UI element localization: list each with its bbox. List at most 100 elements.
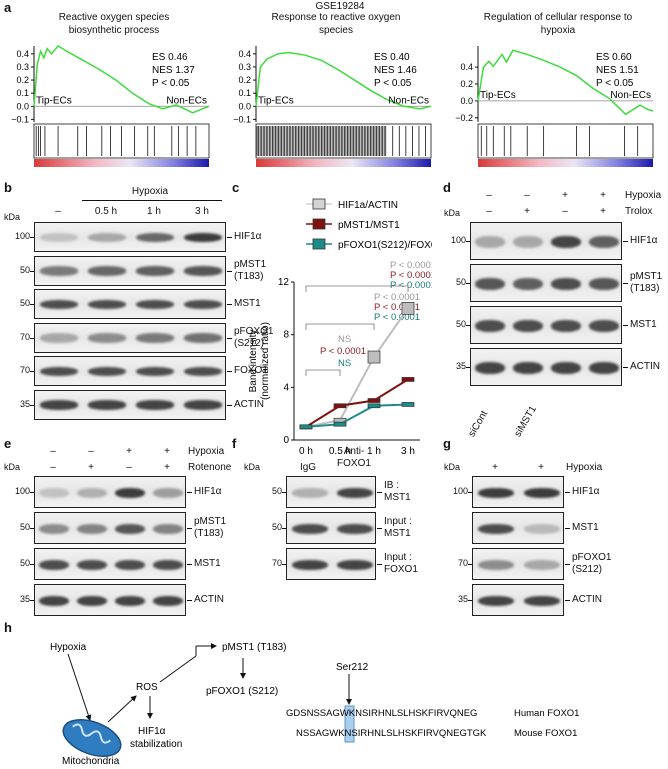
blot-band xyxy=(76,595,108,606)
p-value: P < 0.05 xyxy=(152,78,190,89)
gsea-ytick: 0.1 xyxy=(238,88,251,98)
blot-strip xyxy=(472,548,564,580)
blot-band xyxy=(87,333,127,343)
gsea-title: Response to reactive oxygen xyxy=(271,12,401,23)
protein-label: HIF1α xyxy=(630,235,658,246)
blot-band xyxy=(183,266,223,276)
data-point xyxy=(333,403,347,409)
blot-band xyxy=(87,266,127,276)
legend-item: pMST1/MST1 xyxy=(338,220,400,231)
gsea-ytick: 0.2 xyxy=(238,75,251,85)
cond-label: Rotenone xyxy=(188,462,232,473)
blot-strip xyxy=(470,222,622,260)
mw-tick xyxy=(30,528,34,529)
protein-label: pFOXO1 xyxy=(234,325,274,337)
gsea-ytick: 0.0 xyxy=(460,96,473,106)
hif-text-2: stabilization xyxy=(130,739,182,750)
legend-item: HIF1a/ACTIN xyxy=(338,200,398,211)
data-point xyxy=(367,398,381,403)
gsea-ytick: 0.3 xyxy=(16,62,29,72)
protein-label: pMST1 xyxy=(194,516,227,527)
blot-band xyxy=(523,595,561,606)
protein-tick xyxy=(187,564,192,565)
blot-band xyxy=(87,299,127,310)
mw-tick xyxy=(282,564,286,565)
blot-strip xyxy=(286,476,376,508)
blot-band xyxy=(135,232,175,243)
mw-marker: 50 xyxy=(19,264,30,275)
mw-tick xyxy=(468,600,472,601)
mw-marker: 50 xyxy=(455,277,466,287)
cond-label: Hypoxia xyxy=(625,190,662,201)
cond-sign: + xyxy=(164,462,170,473)
y-axis-label: (normalized ratio) xyxy=(260,322,271,400)
protein-label: HIF1α xyxy=(234,231,262,242)
mw-tick xyxy=(466,367,470,368)
blot-band xyxy=(114,487,146,498)
mw-tick xyxy=(466,241,470,242)
nes-value: NES 1.37 xyxy=(152,65,195,76)
col-label: Anti- xyxy=(343,446,365,457)
protein-label: MST1 xyxy=(630,319,657,330)
cond-sign: + xyxy=(600,206,606,217)
gsea-title: hypoxia xyxy=(540,25,576,36)
gsea-left-label: Tip-ECs xyxy=(480,90,516,101)
kda-label: kDa xyxy=(4,212,21,222)
protein-tick xyxy=(377,528,382,529)
mw-marker: 100 xyxy=(14,486,30,496)
pfoxo1-text: pFOXO1 (S212) xyxy=(206,686,278,697)
gsea-right-label: Non-ECs xyxy=(166,95,207,106)
blot-band xyxy=(512,277,544,290)
blot-band xyxy=(291,487,328,498)
mw-tick xyxy=(30,404,34,406)
gsea-title: biosynthetic process xyxy=(68,25,160,36)
hypoxia-text: Hypoxia xyxy=(50,642,87,653)
blot-band xyxy=(87,232,127,243)
gsea-ytick: 0.0 xyxy=(238,101,251,111)
blot-strip xyxy=(286,512,376,544)
mw-marker: 35 xyxy=(19,594,30,604)
mw-marker: 35 xyxy=(455,361,466,371)
protein-tick xyxy=(227,404,232,406)
cond-label: Trolox xyxy=(625,206,653,217)
human-seq: GDSNSSAGWKNSIRHNLSLHSKFIRVQNEG xyxy=(286,708,477,719)
panel-label-d: d xyxy=(443,180,451,195)
y-tick-label: 12 xyxy=(278,277,290,288)
y-axis-label: Band intensity xyxy=(248,330,259,393)
gsea-ytick: −0.1 xyxy=(233,114,251,124)
blot-band xyxy=(76,559,108,570)
cond-sign: – xyxy=(524,190,530,201)
blot-strip xyxy=(470,264,622,302)
y-tick-label: 8 xyxy=(283,330,289,341)
cond-sign: – xyxy=(486,206,492,217)
mw-tick xyxy=(30,304,34,305)
col-label: FOXO1 xyxy=(337,458,371,469)
protein-label: ACTIN xyxy=(572,594,602,605)
blot-strip xyxy=(34,356,226,386)
cond-sign: – xyxy=(50,462,56,473)
cond-sign: + xyxy=(126,446,132,457)
gsea-right-label: Non-ECs xyxy=(610,90,651,101)
protein-tick xyxy=(227,337,232,339)
mw-marker: 35 xyxy=(19,398,30,409)
gsea-ytick: 0.2 xyxy=(16,75,29,85)
protein-label: FOXO1 xyxy=(234,365,268,376)
human-label: Human FOXO1 xyxy=(514,708,579,719)
blot-band xyxy=(512,235,544,248)
protein-label: ACTIN xyxy=(630,361,660,372)
gsea-right-label: Non-ECs xyxy=(388,95,429,106)
data-point xyxy=(299,424,313,430)
lane-label: – xyxy=(55,206,61,217)
cond-sign: + xyxy=(562,190,568,201)
protein-tick xyxy=(187,600,192,601)
hypoxia-bracket xyxy=(82,200,222,201)
blot-band xyxy=(152,595,184,606)
protein-label: ACTIN xyxy=(234,398,264,410)
panel-label-b: b xyxy=(4,180,12,195)
mw-marker: 100 xyxy=(452,486,468,496)
blot-band xyxy=(512,319,544,332)
data-point xyxy=(367,403,381,409)
x-tick-label: 3 h xyxy=(401,446,415,457)
mw-tick xyxy=(30,600,34,601)
mw-marker: 100 xyxy=(14,231,30,241)
